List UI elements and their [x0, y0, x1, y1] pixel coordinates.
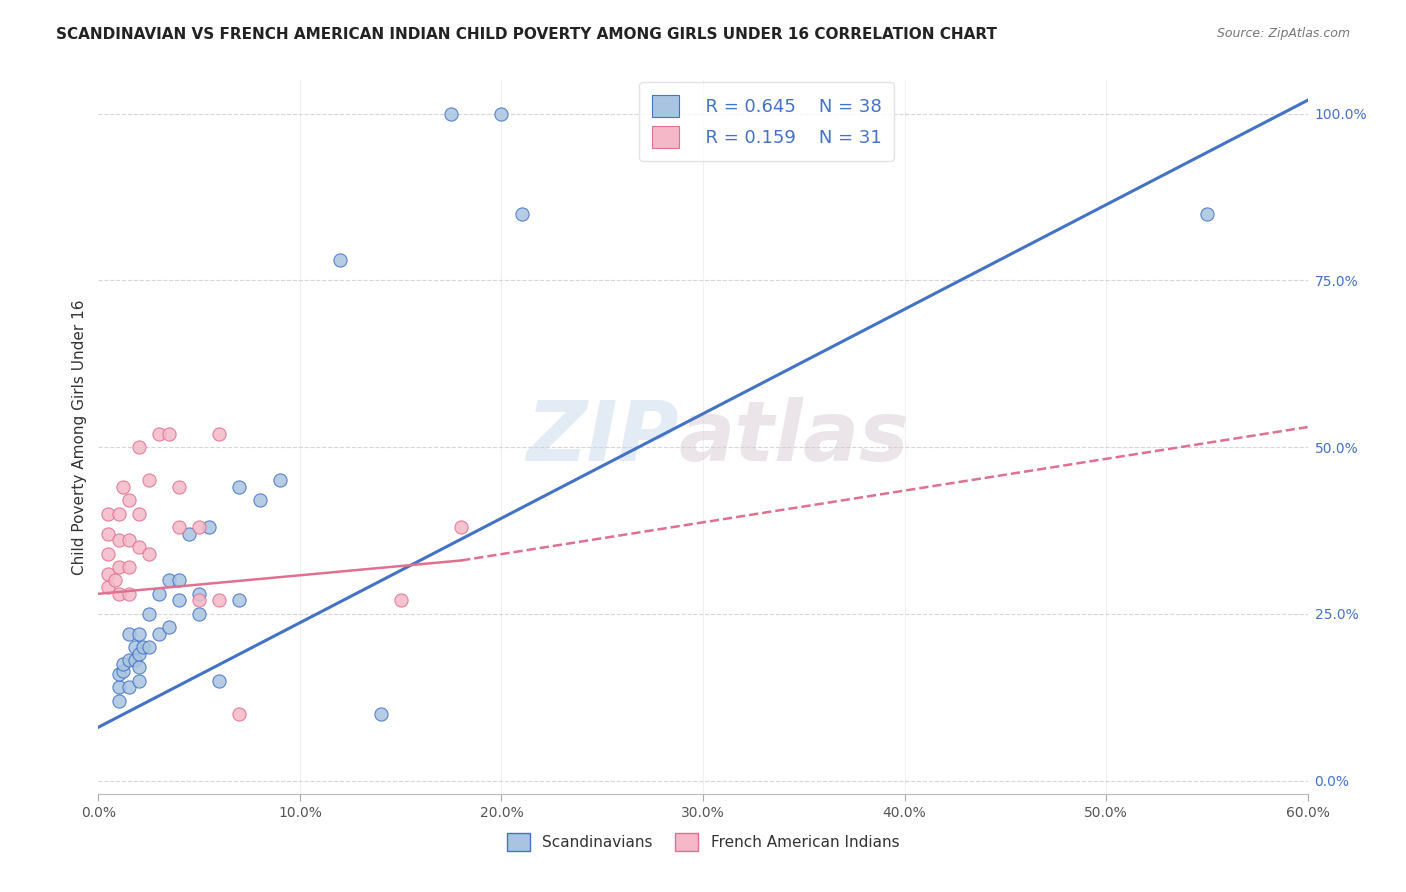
- Point: [228, 706, 250, 721]
- Point: [450, 520, 472, 534]
- Text: Source: ZipAtlas.com: Source: ZipAtlas.com: [1216, 27, 1350, 40]
- Point: [128, 673, 150, 688]
- Point: [132, 640, 155, 655]
- Point: [128, 507, 150, 521]
- Point: [249, 493, 271, 508]
- Point: [188, 520, 211, 534]
- Point: [179, 526, 201, 541]
- Point: [107, 560, 129, 574]
- Point: [107, 507, 129, 521]
- Legend: Scandinavians, French American Indians: Scandinavians, French American Indians: [501, 827, 905, 857]
- Point: [157, 426, 180, 441]
- Point: [269, 474, 291, 488]
- Point: [118, 493, 141, 508]
- Point: [138, 474, 160, 488]
- Point: [103, 574, 125, 588]
- Point: [440, 106, 463, 120]
- Point: [148, 426, 170, 441]
- Point: [107, 693, 129, 707]
- Point: [188, 587, 211, 601]
- Point: [118, 680, 141, 694]
- Point: [128, 540, 150, 554]
- Point: [389, 593, 412, 607]
- Point: [329, 253, 352, 268]
- Point: [167, 520, 190, 534]
- Point: [208, 673, 231, 688]
- Point: [107, 587, 129, 601]
- Point: [167, 593, 190, 607]
- Point: [128, 647, 150, 661]
- Point: [128, 440, 150, 454]
- Y-axis label: Child Poverty Among Girls Under 16: Child Poverty Among Girls Under 16: [72, 300, 87, 574]
- Point: [188, 593, 211, 607]
- Point: [118, 587, 141, 601]
- Point: [107, 533, 129, 548]
- Point: [491, 106, 513, 120]
- Point: [167, 574, 190, 588]
- Point: [124, 653, 146, 667]
- Point: [370, 706, 392, 721]
- Point: [188, 607, 211, 621]
- Point: [124, 640, 146, 655]
- Point: [97, 526, 120, 541]
- Point: [138, 547, 160, 561]
- Point: [97, 580, 120, 594]
- Point: [138, 607, 160, 621]
- Text: atlas: atlas: [679, 397, 910, 477]
- Point: [208, 426, 231, 441]
- Point: [97, 566, 120, 581]
- Point: [118, 560, 141, 574]
- Text: SCANDINAVIAN VS FRENCH AMERICAN INDIAN CHILD POVERTY AMONG GIRLS UNDER 16 CORREL: SCANDINAVIAN VS FRENCH AMERICAN INDIAN C…: [56, 27, 997, 42]
- Point: [111, 664, 134, 678]
- Point: [118, 533, 141, 548]
- Point: [157, 574, 180, 588]
- Point: [148, 627, 170, 641]
- Point: [157, 620, 180, 634]
- Point: [167, 480, 190, 494]
- Text: ZIP: ZIP: [526, 397, 679, 477]
- Point: [97, 507, 120, 521]
- Point: [118, 627, 141, 641]
- Point: [228, 593, 250, 607]
- Point: [97, 547, 120, 561]
- Point: [128, 660, 150, 674]
- Point: [107, 666, 129, 681]
- Point: [118, 653, 141, 667]
- Point: [111, 480, 134, 494]
- Point: [138, 640, 160, 655]
- Point: [1195, 207, 1218, 221]
- Point: [510, 207, 533, 221]
- Point: [128, 627, 150, 641]
- Point: [198, 520, 221, 534]
- Point: [228, 480, 250, 494]
- Point: [208, 593, 231, 607]
- Point: [111, 657, 134, 671]
- Point: [107, 680, 129, 694]
- Point: [148, 587, 170, 601]
